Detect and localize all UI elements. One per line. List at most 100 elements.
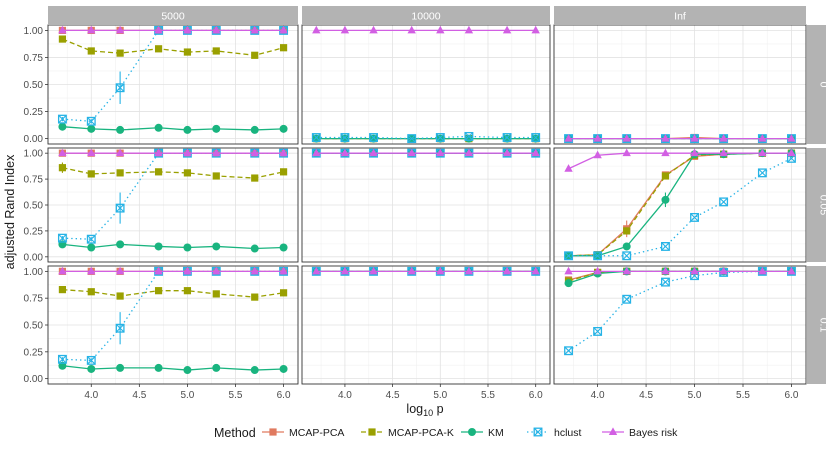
hclust-marker-box [57,114,67,124]
data-point-bayes-risk [622,133,631,142]
x-tick-label: 4.5 [386,390,400,401]
data-point-bayes-risk [690,266,699,275]
x-tick-label: 5.0 [688,390,702,401]
hclust-marker-cross-b [87,356,96,365]
series-mcap-pca-k [58,286,288,301]
series-bayes-risk [564,133,796,142]
data-point-mcap-pca-k [58,286,67,294]
data-point-bayes-risk [758,133,767,142]
hclust-marker-box [564,346,573,356]
data-point-mcap-pca-k [58,35,67,43]
panel-10000-0-05 [301,147,551,263]
data-point-hclust [86,116,96,126]
row-strip-0-1: 0.1 [807,266,830,384]
data-point-km [87,243,96,252]
data-point-km [279,364,288,373]
x-tick-label: 5.0 [433,390,447,401]
data-point-km [154,242,163,251]
data-point-bayes-risk [622,148,631,157]
legend-key-marker [468,428,476,436]
data-point-km [116,125,125,134]
hclust-marker-box [115,83,125,93]
y-tick-label: 1.00 [24,26,44,37]
series-bayes-risk [312,266,540,275]
data-point-km [58,122,67,131]
data-point-bayes-risk [369,148,378,157]
data-point-km [340,134,349,143]
hclust-marker-cross-b [661,277,670,287]
y-tick-label: 0.50 [24,201,44,212]
data-point-bayes-risk [312,148,321,157]
data-point-hclust [115,323,125,333]
data-point-hclust [757,168,767,178]
legend-label: Bayes risk [629,427,678,439]
data-point-hclust [464,131,474,141]
column-strip-10000: 10000 [302,6,550,25]
series-line-hclust [62,152,284,240]
data-point-hclust [340,133,350,142]
data-point-mcap-pca-k [154,287,163,295]
row-strip-0: 0 [807,25,830,144]
series-line-mcap-pca-k [568,152,792,257]
data-point-mcap-pca-k [87,47,95,55]
data-point-mcap-pca-k [116,292,124,300]
series-line-km [62,243,284,250]
series-km [58,122,288,134]
data-point-hclust [622,251,632,261]
data-point-hclust [502,133,512,142]
data-point-bayes-risk [436,25,445,34]
data-point-mcap-pca-k [87,170,95,178]
data-point-km [116,363,125,372]
x-tick-label: 6.0 [529,390,543,401]
data-point-hclust [661,242,670,251]
hclust-marker-box [86,116,96,126]
legend-entry-hclust: hclust [527,427,582,439]
series-line-bayes-risk [568,152,792,170]
hclust-marker-box [340,133,350,142]
hclust-marker-box [115,203,125,213]
panel-10000-0 [301,24,551,145]
data-point-km [312,134,321,143]
column-strip-background [302,6,550,25]
data-point-bayes-risk [502,25,512,34]
data-point-bayes-risk [154,266,163,275]
data-point-bayes-risk [564,164,573,172]
hclust-marker-box [369,133,378,142]
data-point-hclust [369,133,378,142]
legend-entry-bayes-risk: Bayes risk [602,427,678,439]
data-point-bayes-risk [369,25,378,34]
data-point-bayes-risk [531,148,540,157]
panel-border [301,147,551,263]
data-point-mcap-pca-k [212,172,220,180]
series-line-km [62,126,284,131]
data-point-bayes-risk [787,266,796,275]
data-point-bayes-risk [787,148,796,157]
hclust-marker-cross-b [593,327,602,336]
column-strip-label: 5000 [161,11,185,23]
series-line-hclust [62,29,284,122]
hclust-marker-box [622,294,632,304]
data-point-bayes-risk [58,266,67,275]
hclust-marker-box [464,131,474,141]
data-point-bayes-risk [690,133,699,142]
series-line-mcap-pca-k [62,167,284,179]
data-point-km [183,125,192,134]
data-point-bayes-risk [87,266,96,275]
data-point-bayes-risk [154,25,163,34]
series-line-hclust [568,157,792,257]
hclust-marker-cross-b [622,251,631,260]
row-strip-label: 0.1 [818,318,830,333]
data-point-bayes-risk [154,148,163,157]
data-point-km [212,124,221,133]
legend: MCAP-PCA MCAP-PCA-K KM hclust Bayes risk [262,427,678,439]
hclust-marker-cross-b [436,133,445,142]
hclust-marker-box [86,355,96,365]
data-point-hclust [564,251,573,261]
hclust-marker-box [661,277,670,287]
hclust-marker-box [622,251,632,261]
data-point-km [154,363,163,372]
legend-key-marker [608,427,618,435]
data-point-bayes-risk [115,266,125,275]
data-point-km [154,123,163,132]
data-point-mcap-pca-k [279,44,288,52]
